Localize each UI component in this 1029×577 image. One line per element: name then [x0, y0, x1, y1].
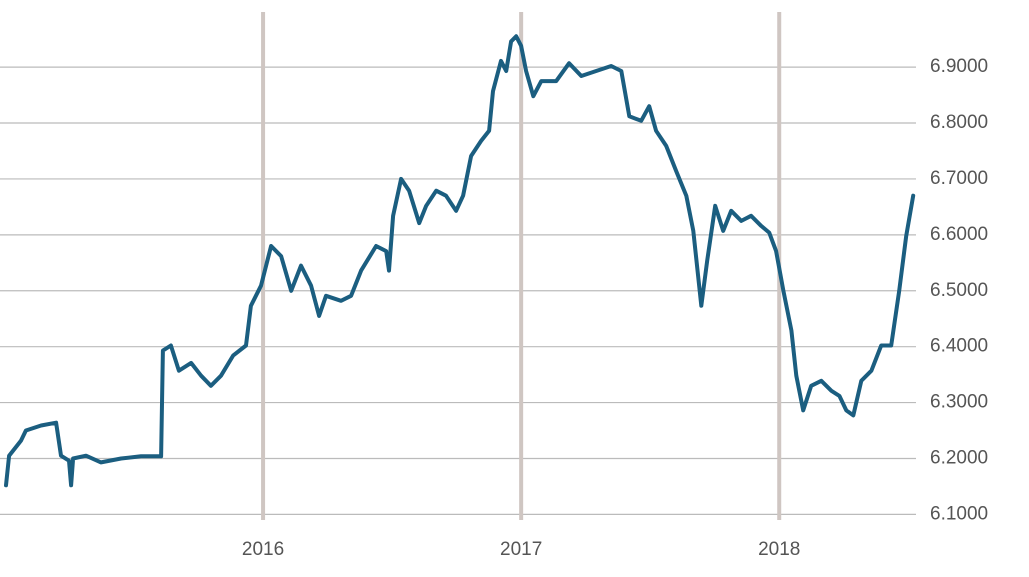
y-tick-label: 6.6000	[930, 224, 988, 245]
y-tick-label: 6.1000	[930, 503, 988, 524]
y-tick-label: 6.3000	[930, 392, 988, 413]
y-tick-label: 6.7000	[930, 168, 988, 189]
y-tick-label: 6.2000	[930, 448, 988, 469]
x-tick-label: 2017	[500, 539, 542, 560]
data-line	[4, 34, 916, 488]
y-tick-label: 6.4000	[930, 336, 988, 357]
y-tick-label: 6.5000	[930, 280, 988, 301]
y-tick-label: 6.8000	[930, 112, 988, 133]
x-tick-label: 2016	[242, 539, 284, 560]
x-tick-label: 2018	[758, 539, 800, 560]
y-tick-label: 6.9000	[930, 56, 988, 77]
